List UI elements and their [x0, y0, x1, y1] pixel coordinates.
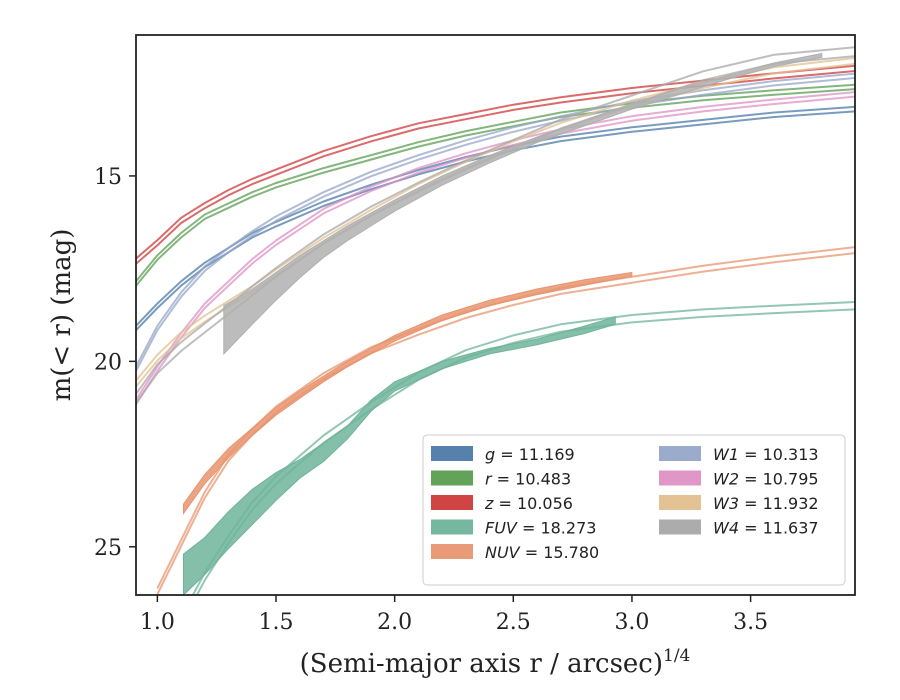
y-axis: 15 20 25: [94, 165, 136, 561]
legend-band-value: = 10.313: [739, 445, 819, 464]
curve-z-lower: [136, 70, 855, 265]
band-w4: [223, 52, 823, 356]
y-tick-label: 15: [94, 165, 122, 190]
x-tick-label: 1.5: [259, 610, 294, 635]
legend-band-value: = 10.795: [739, 470, 819, 489]
x-tick-label: 2.5: [496, 610, 531, 635]
legend-band-name: z: [484, 494, 494, 513]
legend-label-w1: W1 = 10.313: [713, 445, 819, 464]
legend-frame: [422, 434, 846, 586]
legend-swatch-w4: [659, 519, 701, 535]
legend-band-name: W1: [713, 445, 739, 464]
curve-w4-upper: [136, 46, 855, 395]
legend-swatch-r: [431, 470, 473, 486]
x-tick-label: 1.0: [140, 610, 175, 635]
legend-band-value: = 10.483: [492, 470, 572, 489]
band-nuv: [183, 271, 633, 515]
legend-band-name: NUV: [485, 543, 521, 562]
curve-w2-lower: [136, 95, 855, 405]
legend-band-value: = 11.932: [739, 494, 819, 513]
legend-label-r: r = 10.483: [485, 470, 571, 489]
curve-z-upper: [136, 64, 855, 260]
legend-band-value: = 11.169: [495, 445, 575, 464]
curve-w3-upper: [136, 57, 855, 382]
x-tick-label: 3.0: [614, 610, 649, 635]
legend-swatch-w1: [659, 446, 701, 461]
curves-group: [136, 46, 855, 595]
legend-band-value: = 11.637: [739, 519, 819, 538]
legend-label-nuv: NUV = 15.780: [485, 543, 599, 562]
legend-label-fuv: FUV = 18.273: [485, 519, 596, 538]
legend-band-name: g: [485, 445, 495, 464]
x-axis: 1.0 1.5 2.0 2.5 3.0 3.5: [140, 595, 768, 635]
legend-band-name: W4: [713, 519, 739, 538]
legend-band-name: r: [485, 470, 493, 489]
curve-nuv-lower: [156, 252, 855, 595]
legend-band-name: W2: [713, 470, 739, 489]
legend-swatch-g: [431, 446, 473, 461]
x-tick-label: 2.0: [377, 610, 412, 635]
curve-g-lower: [136, 110, 855, 331]
plot-frame: [135, 34, 856, 596]
x-axis-label-exponent: 1/4: [663, 646, 690, 666]
legend-label-z: z = 10.056: [484, 494, 573, 513]
legend-swatch-w3: [659, 495, 701, 510]
x-axis-label: (Semi-major axis r / arcsec)1/4: [300, 646, 691, 679]
x-tick-label: 3.5: [733, 610, 768, 635]
y-tick-label: 20: [94, 350, 122, 375]
plot-area: [135, 34, 856, 596]
legend-band-name: FUV: [485, 519, 518, 538]
band-fuv: [183, 316, 616, 595]
legend-band-value: = 15.780: [520, 543, 600, 562]
curve-g-upper: [136, 105, 855, 327]
legend-label-w4: W4 = 11.637: [713, 519, 819, 538]
legend-swatch-nuv: [431, 544, 473, 559]
legend-label-w2: W2 = 10.795: [713, 470, 819, 489]
curve-w3-lower: [136, 62, 855, 388]
y-tick-label: 25: [94, 536, 122, 561]
curve-r-lower: [136, 88, 855, 287]
y-axis-label: m(< r) (mag): [47, 229, 77, 402]
legend-swatch-w2: [659, 470, 701, 486]
legend-band-name: W3: [713, 494, 739, 513]
legend-band-value: = 18.273: [517, 519, 597, 538]
curve-w2-upper: [136, 91, 855, 401]
legend-swatch-z: [431, 495, 473, 510]
legend-band-value: = 10.056: [493, 494, 573, 513]
legend-swatch-fuv: [431, 519, 473, 535]
legend-label-g: g = 11.169: [485, 445, 575, 464]
legend-label-w3: W3 = 11.932: [713, 494, 819, 513]
